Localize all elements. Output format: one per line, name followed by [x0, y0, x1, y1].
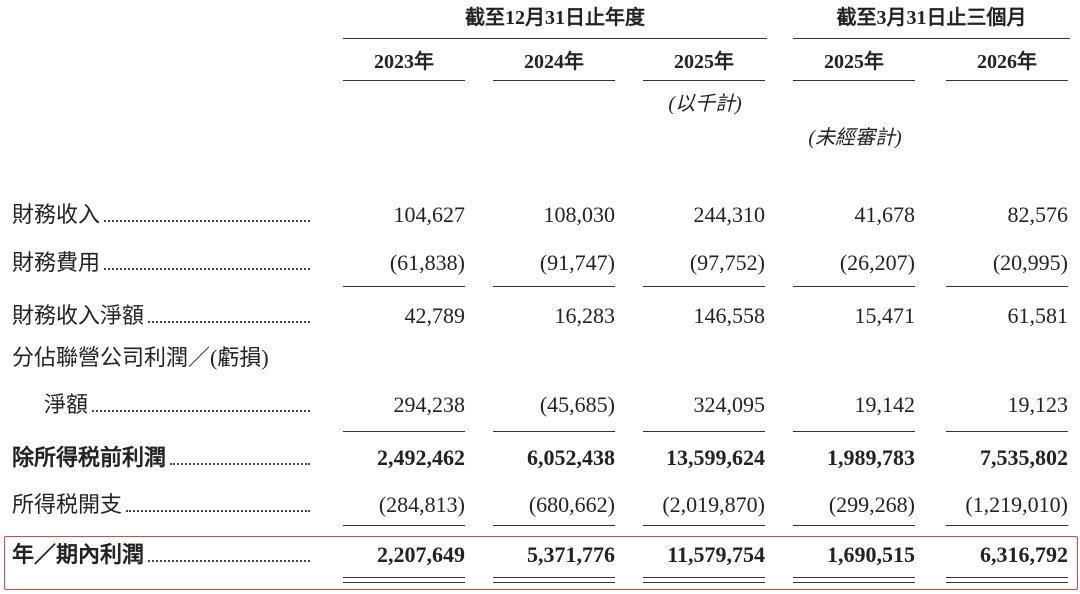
year-rule	[493, 80, 615, 81]
year-header: 2025年	[674, 51, 734, 73]
total-rule	[493, 431, 615, 432]
row-label: 財務收入	[12, 201, 310, 229]
row-label: 財務費用	[12, 250, 101, 275]
total-rule	[343, 286, 465, 287]
cell-value: 1,989,783	[827, 445, 915, 470]
group-rule	[343, 38, 767, 39]
year-header: 2024年	[524, 51, 584, 73]
year-rule	[643, 80, 765, 81]
cell-value: (61,838)	[389, 250, 465, 275]
group-header: 截至3月31日止三個月	[836, 7, 1027, 29]
cell-value: 244,310	[693, 202, 766, 227]
cell-value: 15,471	[854, 303, 916, 328]
year-rule	[343, 80, 465, 81]
total-rule	[793, 286, 915, 287]
year-header: 2025年	[824, 51, 884, 73]
total-rule	[946, 286, 1068, 287]
group-header: 截至12月31日止年度	[465, 7, 645, 29]
cell-value: 6,316,792	[980, 542, 1068, 567]
year-rule	[946, 80, 1068, 81]
row-label: 財務收入淨額	[12, 302, 310, 330]
row-label: 財務費用	[12, 249, 310, 277]
cell-value: (680,662)	[528, 492, 615, 517]
row-label: 年／期內利潤	[12, 542, 145, 567]
total-rule	[946, 582, 1068, 583]
row-label: 財務收入淨額	[12, 303, 145, 328]
total-rule	[643, 525, 765, 526]
total-rule	[343, 582, 465, 583]
total-rule	[793, 525, 915, 526]
total-rule	[493, 525, 615, 526]
cell-value: 294,238	[393, 392, 466, 417]
cell-value: 19,142	[854, 392, 916, 417]
cell-value: 1,690,515	[827, 542, 915, 567]
total-rule	[793, 577, 915, 578]
cell-value: 19,123	[1007, 392, 1069, 417]
highlight-box	[4, 536, 1078, 590]
cell-value: 6,052,438	[527, 445, 615, 470]
total-rule	[643, 577, 765, 578]
cell-value: 324,095	[693, 392, 766, 417]
year-header: 2023年	[374, 51, 434, 73]
total-rule	[946, 431, 1068, 432]
row-label: 除所得税前利潤	[12, 444, 310, 472]
cell-value: 41,678	[854, 202, 916, 227]
row-label: 年／期內利潤	[12, 541, 310, 569]
cell-value: (2,019,870)	[662, 492, 765, 517]
total-rule	[946, 525, 1068, 526]
total-rule	[493, 582, 615, 583]
total-rule	[793, 582, 915, 583]
group-rule	[793, 38, 1070, 39]
unit-note: (以千計)	[668, 93, 742, 115]
total-rule	[793, 431, 915, 432]
total-rule	[343, 431, 465, 432]
total-rule	[643, 431, 765, 432]
cell-value: 146,558	[693, 303, 766, 328]
cell-value: 16,283	[554, 303, 616, 328]
cell-value: 108,030	[543, 202, 616, 227]
cell-value: (45,685)	[539, 392, 615, 417]
total-rule	[343, 577, 465, 578]
cell-value: (284,813)	[378, 492, 465, 517]
cell-value: 11,579,754	[667, 542, 765, 567]
total-rule	[493, 286, 615, 287]
row-label: 分佔聯營公司利潤／(虧損)	[12, 345, 269, 370]
row-label: 淨額	[44, 391, 310, 419]
row-label: 所得税開支	[12, 492, 123, 517]
row-label: 淨額	[44, 392, 89, 417]
total-rule	[343, 525, 465, 526]
cell-value: (91,747)	[539, 250, 615, 275]
cell-value: (1,219,010)	[965, 492, 1068, 517]
audit-note: (未經審計)	[808, 127, 902, 149]
row-label: 所得税開支	[12, 491, 310, 519]
cell-value: 7,535,802	[980, 445, 1068, 470]
cell-value: (97,752)	[689, 250, 765, 275]
cell-value: (26,207)	[839, 250, 915, 275]
cell-value: 82,576	[1007, 202, 1069, 227]
cell-value: 61,581	[1007, 303, 1069, 328]
row-label: 財務收入	[12, 202, 101, 227]
total-rule	[643, 582, 765, 583]
cell-value: 2,207,649	[377, 542, 465, 567]
cell-value: 104,627	[393, 202, 466, 227]
year-rule	[793, 80, 915, 81]
year-header: 2026年	[977, 51, 1037, 73]
cell-value: 2,492,462	[377, 445, 465, 470]
cell-value: (299,268)	[828, 492, 915, 517]
total-rule	[643, 286, 765, 287]
row-label: 除所得税前利潤	[12, 445, 167, 470]
total-rule	[493, 577, 615, 578]
cell-value: 13,599,624	[666, 445, 765, 470]
cell-value: (20,995)	[992, 250, 1068, 275]
total-rule	[946, 577, 1068, 578]
cell-value: 5,371,776	[527, 542, 615, 567]
cell-value: 42,789	[404, 303, 466, 328]
